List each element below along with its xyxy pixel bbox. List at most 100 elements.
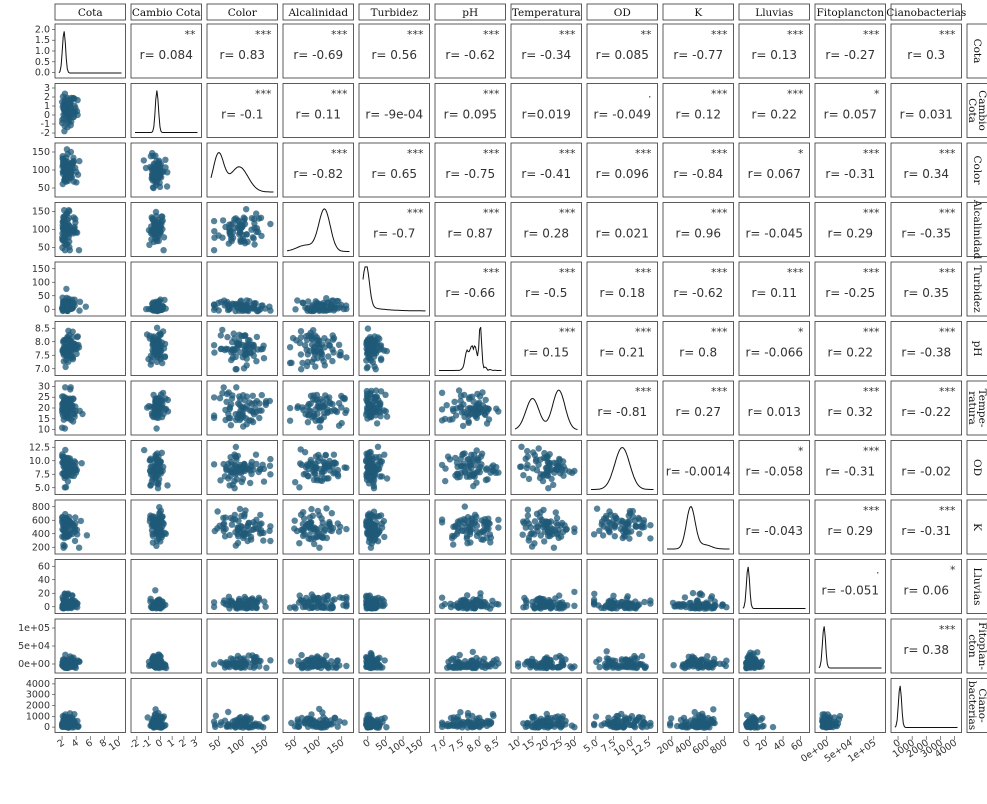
scatter-point	[247, 349, 254, 356]
scatter-point	[758, 723, 766, 730]
scatter-point	[372, 387, 380, 394]
scatter-point	[256, 530, 264, 537]
scatter-point	[61, 542, 68, 550]
scatter-points	[292, 295, 350, 315]
scatter-point	[630, 722, 638, 730]
scatter-point	[710, 706, 717, 713]
scatter-point	[545, 485, 552, 492]
panel-r2-c6: ***r= -0.41	[510, 142, 582, 198]
significance-stars: ***	[939, 385, 956, 398]
scatter-point	[286, 344, 294, 351]
scatter-point	[155, 721, 162, 728]
scatter-point	[696, 663, 703, 670]
scatter-points	[59, 146, 83, 188]
row-header-label: Cota	[971, 39, 983, 64]
scatter-point	[552, 509, 559, 516]
scatter-point	[450, 541, 457, 548]
scatter-point	[453, 470, 461, 477]
correlation-label: r= -0.02	[901, 465, 951, 479]
row-header-1: CambioCota	[966, 83, 987, 138]
scatter-point	[223, 463, 230, 471]
scatter-point	[622, 662, 629, 670]
scatter-point	[524, 453, 531, 460]
scatter-point	[753, 659, 761, 666]
row-header-label: Color	[971, 155, 983, 185]
scatter-point	[695, 605, 702, 612]
scatter-point	[367, 390, 374, 398]
density-curve	[286, 208, 350, 252]
panel-r1-c9: ***r= 0.22	[738, 83, 810, 138]
scatter-point	[377, 342, 385, 349]
scatter-point	[326, 304, 334, 312]
scatter-point	[571, 602, 578, 609]
scatter-point	[746, 664, 753, 671]
panel-r11-c0	[54, 678, 126, 733]
scatter-point	[624, 602, 632, 610]
correlation-label: r= 0.87	[447, 227, 493, 241]
scatter-point	[556, 664, 563, 671]
scatter-point	[328, 527, 335, 535]
scatter-point	[63, 285, 70, 293]
scatter-point	[465, 419, 472, 426]
correlation-label: r= -0.82	[293, 167, 343, 181]
scatter-point	[364, 396, 371, 403]
scatter-point	[230, 330, 237, 337]
significance-stars: ***	[711, 385, 728, 398]
significance-stars: ***	[559, 147, 576, 160]
significance-stars: ***	[407, 147, 424, 160]
scatter-point	[76, 157, 83, 165]
significance-stars: ***	[939, 623, 956, 636]
scatter-point	[154, 485, 162, 492]
scatter-point	[64, 162, 72, 170]
scatter-point	[149, 655, 156, 662]
scatter-point	[536, 595, 544, 602]
scatter-point	[215, 232, 222, 239]
scatter-point	[478, 536, 485, 543]
row-header-label: pH	[971, 341, 983, 357]
scatter-point	[544, 472, 552, 479]
scatter-point	[681, 594, 689, 601]
scatter-point	[307, 400, 314, 407]
scatter-point	[227, 454, 234, 461]
significance-stars: ***	[331, 28, 348, 41]
scatter-point	[236, 393, 243, 400]
panel-r1-c1	[130, 83, 202, 138]
scatter-point	[67, 148, 75, 156]
correlation-label: r= 0.11	[295, 108, 341, 122]
scatter-point	[76, 307, 83, 314]
scatter-point	[495, 516, 502, 523]
scatter-point	[333, 297, 340, 305]
panel-r4-c0	[54, 261, 126, 317]
scatter-point	[267, 471, 274, 478]
scatter-point	[162, 406, 169, 413]
scatter-point	[63, 591, 71, 599]
panel-r4-c9: ***r= 0.11	[738, 261, 810, 317]
scatter-points	[59, 446, 85, 491]
scatter-point	[535, 461, 542, 468]
panel-r10-c1	[130, 618, 202, 674]
panel-r6-c1	[130, 380, 202, 436]
scatter-point	[319, 709, 326, 716]
scatter-point	[251, 220, 258, 227]
scatter-point	[320, 465, 328, 472]
row-header-7: OD	[966, 440, 987, 495]
scatter-point	[256, 465, 264, 472]
scatter-point	[456, 651, 463, 659]
scatter-point	[73, 168, 80, 176]
scatter-point	[337, 348, 344, 356]
scatter-point	[320, 409, 328, 416]
scatter-point	[147, 230, 155, 237]
panel-r11-c6	[510, 678, 582, 733]
scatter-points	[363, 325, 390, 373]
scatter-point	[442, 477, 449, 485]
scatter-point	[291, 723, 299, 730]
scatter-point	[154, 450, 161, 457]
significance-stars: ***	[559, 28, 576, 41]
significance-stars: ***	[863, 385, 880, 398]
panel-r9-c6	[510, 559, 582, 614]
column-header-1: Cambio Cota	[130, 3, 202, 21]
scatter-point	[146, 332, 154, 339]
scatter-point	[211, 228, 218, 235]
scatter-point	[366, 401, 374, 409]
scatter-point	[153, 399, 161, 406]
